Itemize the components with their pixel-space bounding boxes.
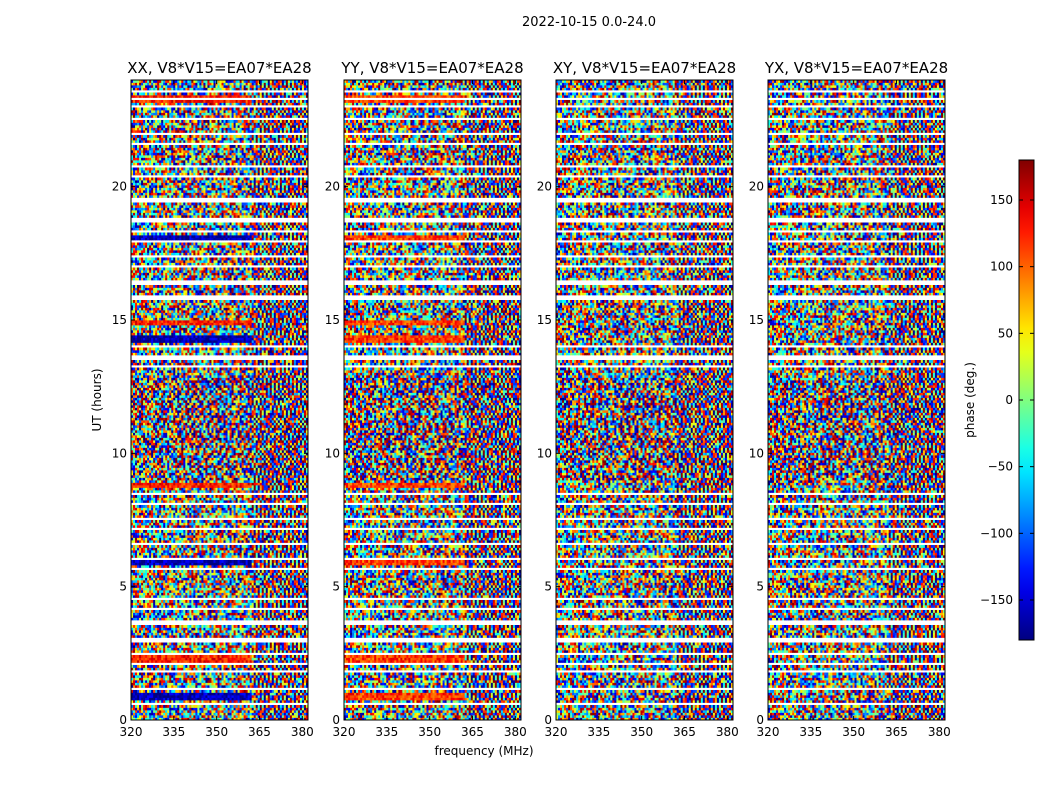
y-tick-label: 0 <box>756 713 764 727</box>
x-axis-label: frequency (MHz) <box>434 744 533 758</box>
colorbar-tick-label: 50 <box>998 326 1013 340</box>
phase-heatmap <box>556 80 733 720</box>
phase-heatmap <box>768 80 945 720</box>
x-tick-label: 335 <box>375 725 398 739</box>
y-tick-label: 10 <box>537 446 552 460</box>
x-tick-label: 320 <box>120 725 143 739</box>
panel-title: YX, V8*V15=EA07*EA28 <box>764 59 948 77</box>
colorbar-label: phase (deg.) <box>963 362 977 438</box>
y-tick-label: 5 <box>756 580 764 594</box>
x-tick-label: 365 <box>248 725 271 739</box>
colorbar-tick-label: 150 <box>990 193 1013 207</box>
y-axis-label: UT (hours) <box>90 368 104 431</box>
panels: XX, V8*V15=EA07*EA28 320 335 350 365 380 0 5 10 1… <box>112 59 951 739</box>
colorbar: 150 100 50 0 −50 −100 −150 <box>980 160 1034 640</box>
y-tick-label: 10 <box>112 446 127 460</box>
figure-suptitle: 2022-10-15 0.0-24.0 <box>522 15 656 30</box>
y-tick-label: 5 <box>544 580 552 594</box>
x-tick-label: 380 <box>716 725 739 739</box>
colorbar-tick-label: −150 <box>980 593 1013 607</box>
y-tick-label: 10 <box>325 446 340 460</box>
panel-xx: XX, V8*V15=EA07*EA28 320 335 350 365 380 0 5 10 1… <box>112 59 314 739</box>
x-tick-label: 320 <box>757 725 780 739</box>
x-tick-label: 335 <box>162 725 185 739</box>
y-tick-label: 15 <box>537 313 552 327</box>
x-tick-label: 380 <box>291 725 314 739</box>
panel-xy: XY, V8*V15=EA07*EA28 320 335 350 365 380 0 5 10 1… <box>537 59 739 739</box>
y-tick-label: 20 <box>749 180 764 194</box>
x-tick-label: 350 <box>842 725 865 739</box>
y-tick-label: 5 <box>332 580 340 594</box>
x-tick-label: 320 <box>545 725 568 739</box>
y-tick-label: 15 <box>325 313 340 327</box>
panel-title: XX, V8*V15=EA07*EA28 <box>127 59 311 77</box>
y-tick-label: 10 <box>749 446 764 460</box>
phase-heatmap <box>131 80 308 720</box>
x-tick-label: 335 <box>799 725 822 739</box>
colorbar-tick-label: 100 <box>990 260 1013 274</box>
y-tick-label: 20 <box>112 180 127 194</box>
x-tick-label: 335 <box>587 725 610 739</box>
x-tick-label: 350 <box>418 725 441 739</box>
x-tick-label: 365 <box>673 725 696 739</box>
panel-yx: YX, V8*V15=EA07*EA28 320 335 350 365 380 0 5 10 1… <box>749 59 951 739</box>
x-tick-label: 320 <box>333 725 356 739</box>
y-tick-label: 20 <box>325 180 340 194</box>
panel-title: XY, V8*V15=EA07*EA28 <box>553 59 736 77</box>
x-tick-label: 350 <box>205 725 228 739</box>
panel-title: YY, V8*V15=EA07*EA28 <box>340 59 523 77</box>
y-tick-label: 15 <box>112 313 127 327</box>
y-tick-label: 15 <box>749 313 764 327</box>
panel-yy: YY, V8*V15=EA07*EA28 320 335 350 365 380 0 5 10 1… <box>325 59 527 739</box>
x-tick-label: 350 <box>630 725 653 739</box>
y-tick-label: 0 <box>332 713 340 727</box>
y-tick-label: 20 <box>537 180 552 194</box>
colorbar-tick-label: −100 <box>980 526 1013 540</box>
x-tick-label: 380 <box>928 725 951 739</box>
y-tick-label: 0 <box>544 713 552 727</box>
x-tick-label: 365 <box>461 725 484 739</box>
colorbar-tick-label: −50 <box>988 460 1013 474</box>
y-tick-label: 0 <box>119 713 127 727</box>
colorbar-tick-label: 0 <box>1005 393 1013 407</box>
x-tick-label: 365 <box>885 725 908 739</box>
y-tick-label: 5 <box>119 580 127 594</box>
x-tick-label: 380 <box>504 725 527 739</box>
phase-heatmap <box>344 80 521 720</box>
